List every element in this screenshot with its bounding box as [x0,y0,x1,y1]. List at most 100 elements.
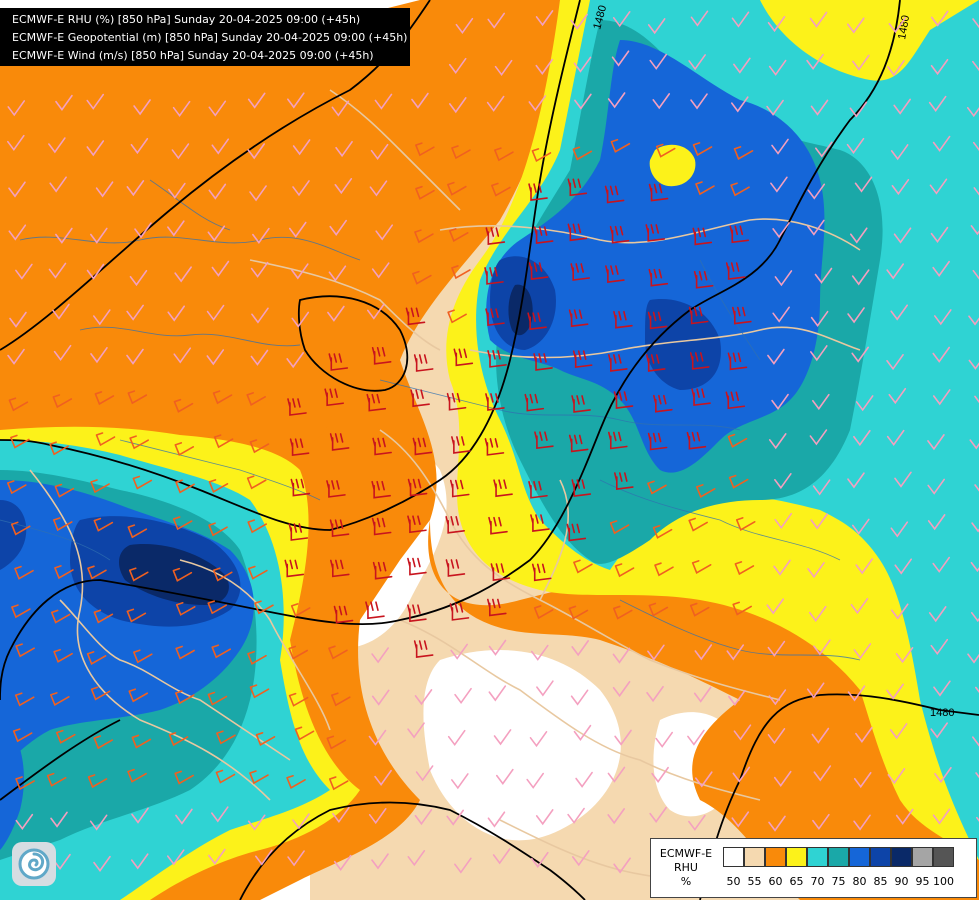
wind-barb [930,638,949,656]
wind-barb [487,811,506,828]
wind-barb [853,771,872,789]
wind-barb [731,811,750,828]
wind-barb [290,603,311,618]
wind-barb [928,95,947,112]
wind-barb [609,520,630,535]
wind-barb [574,93,592,110]
wind-barb [208,100,227,117]
wind-barb [688,54,706,71]
legend-swatch [870,847,891,867]
wind-barb [132,475,153,490]
wind-barb [328,776,349,791]
wind-barb [807,219,825,236]
wind-barb [771,393,789,410]
wind-barb [809,429,828,446]
wind-barb [688,814,706,831]
wind-barb [651,766,669,783]
wind-barb [86,651,107,665]
wind-barb [247,814,266,831]
wind-barb [655,143,676,158]
wind-barb [375,224,394,241]
wind-barb [248,565,268,580]
wind-barb [485,227,506,245]
wind-barb [333,854,352,871]
wind-barb [613,472,634,490]
wind-barb [212,390,233,405]
wind-barb [613,857,631,874]
wind-barb [570,689,589,706]
wind-barb [806,53,824,70]
wind-barb [175,808,193,825]
wind-barb [289,438,310,457]
wind-barb [451,773,469,790]
wind-barb [768,815,786,832]
wind-barb [928,606,947,623]
wind-barb [849,227,868,244]
wind-barb [535,10,554,27]
wind-barb [93,309,111,326]
wind-barb [612,11,631,28]
wind-barb [767,728,786,745]
wind-barb [249,770,269,785]
wind-barb [15,776,35,791]
wind-barb [134,222,152,239]
wind-barb [735,517,756,531]
wind-barb [895,646,914,664]
wind-barb [329,219,348,236]
contour-label: 1480 [930,707,954,719]
wind-barb [528,183,548,202]
wind-barb [533,353,553,371]
wind-barb [815,141,833,158]
wind-barb [774,270,793,287]
wind-barb [567,178,588,197]
wind-barb [568,434,589,453]
wind-barb [770,176,788,193]
wind-barb [812,813,830,831]
wind-barb [693,686,712,703]
wind-barb [853,429,871,447]
wind-barb [813,639,831,656]
wind-barb [732,306,752,325]
wind-barb [646,685,664,703]
wind-barb [968,359,979,370]
wind-barb [7,134,25,152]
wind-barb [208,479,229,493]
wind-barb [246,392,266,406]
wind-barb [530,851,549,869]
wind-barb [847,307,865,324]
wind-barb [494,59,513,77]
wind-barb [328,645,348,660]
wind-barb [927,514,946,531]
wind-barb [255,732,276,746]
wind-barb [368,729,387,746]
wind-barb [211,260,230,277]
wind-barb [206,304,225,321]
wind-barb [372,437,392,456]
wind-barb [93,735,114,750]
wind-barb [768,689,787,706]
wind-barb [246,475,267,490]
wind-barb [695,181,715,196]
wind-barb [932,808,951,825]
wind-barb [453,348,474,367]
wind-barb [484,267,504,285]
wind-barb [846,17,865,34]
wind-barb [255,849,273,866]
wind-barb [730,182,750,197]
wind-barb [524,393,545,412]
wind-barb [691,560,712,574]
wind-barb [808,605,827,622]
wind-barb [767,15,786,33]
wind-barb [571,479,592,497]
wind-barb [847,472,865,489]
wind-barb [335,140,353,158]
wind-barb [407,850,426,867]
wind-barb [208,848,226,865]
wind-barb [90,686,111,701]
wind-barb [49,176,67,193]
wind-barb [172,100,191,118]
wind-barb [15,263,33,280]
wind-barb [849,101,868,118]
wind-barb [889,723,908,740]
wind-barb [968,315,979,326]
